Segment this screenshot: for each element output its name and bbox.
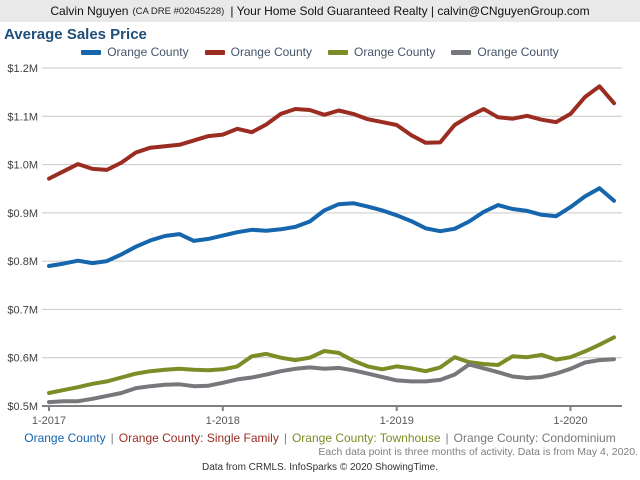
- agent-name: Calvin Nguyen: [50, 4, 129, 18]
- y-axis-label: $1.0M: [7, 160, 38, 172]
- series-line-condominium[interactable]: [47, 357, 616, 405]
- legend-item-condominium[interactable]: Orange County: [451, 45, 559, 59]
- legend-swatch-single-family: [204, 49, 225, 55]
- legend-label-townhouse: Orange County: [354, 45, 436, 59]
- y-axis-label: $0.6M: [7, 353, 38, 365]
- legend-item-townhouse[interactable]: Orange County: [328, 45, 435, 59]
- legend-separator: |: [283, 431, 287, 445]
- series-line-townhouse[interactable]: [47, 335, 616, 395]
- x-axis-label: 1-2018: [206, 415, 240, 427]
- page-title: Average Sales Price: [4, 26, 147, 43]
- chart-attribution: Data from CRMLS. InfoSparks © 2020 Showi…: [202, 462, 438, 473]
- y-axis-label: $0.5M: [7, 401, 38, 413]
- legend-label-condominium: Orange County: [477, 45, 559, 59]
- y-axis-label: $0.8M: [7, 256, 38, 268]
- header-bar: Calvin Nguyen (CA DRE #02045228) | Your …: [0, 0, 640, 22]
- series-line-orange-county[interactable]: [47, 186, 616, 268]
- agent-license: (CA DRE #02045228): [132, 5, 225, 17]
- legend-label-orange-county: Orange County: [107, 45, 189, 59]
- y-axis-label: $1.2M: [7, 63, 38, 75]
- series-line-single-family[interactable]: [47, 84, 616, 181]
- legend-item-orange-county[interactable]: Orange County: [81, 45, 189, 59]
- x-axis-label: 1-2019: [380, 415, 414, 427]
- legend-swatch-orange-county: [81, 49, 102, 55]
- agent-brokerage-email: | Your Home Sold Guaranteed Realty | cal…: [230, 4, 590, 18]
- legend-swatch-townhouse: [328, 49, 348, 55]
- legend-label-single-family: Orange County: [230, 45, 312, 59]
- legend-swatch-condominium: [451, 49, 472, 55]
- series-caption-orange-county: Orange County: [24, 431, 106, 445]
- legend-separator: |: [445, 431, 449, 445]
- x-axis-label: 1-2017: [32, 415, 66, 427]
- series-caption-townhouse: Orange County: Townhouse: [291, 431, 441, 445]
- y-axis-label: $0.9M: [7, 208, 38, 220]
- legend-separator: |: [110, 431, 114, 445]
- legend-item-single-family[interactable]: Orange County: [204, 45, 312, 59]
- series-caption-single-family: Orange County: Single Family: [118, 431, 279, 445]
- chart-legend-bottom: Orange County | Orange County: Single Fami…: [0, 431, 640, 445]
- y-axis-label: $1.1M: [7, 111, 38, 123]
- chart-legend-top: Orange County Orange County Orange County O…: [0, 45, 640, 59]
- series-caption-condominium: Orange County: Condominium: [453, 431, 616, 445]
- chart-note: Each data point is three months of activ…: [318, 446, 638, 458]
- y-axis-label: $0.7M: [7, 304, 38, 316]
- x-axis-label: 1-2020: [553, 415, 587, 427]
